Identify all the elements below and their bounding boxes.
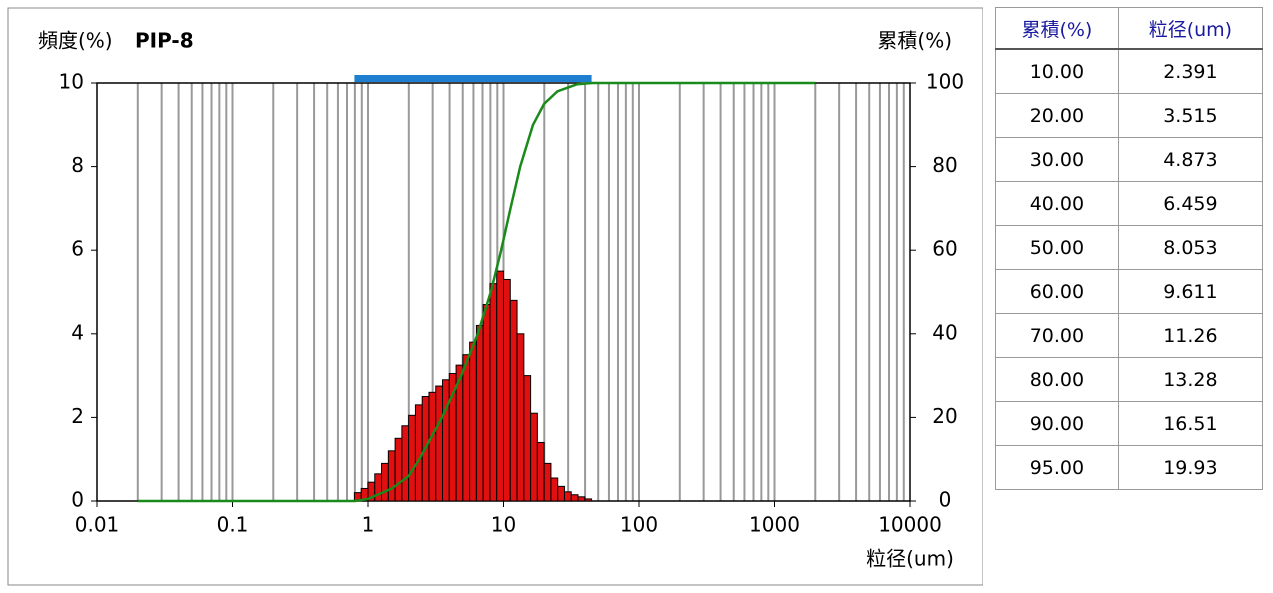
bar bbox=[584, 498, 593, 502]
bar bbox=[469, 341, 477, 502]
bar bbox=[408, 414, 416, 502]
bar bbox=[503, 278, 511, 502]
bar bbox=[489, 283, 498, 502]
table-row: 30.00 4.873 bbox=[995, 137, 1264, 182]
bar bbox=[414, 404, 423, 502]
y-tick-label: 4 bbox=[71, 320, 84, 344]
chart-title: PIP-8 bbox=[135, 29, 194, 53]
x-tick-label: 0.1 bbox=[217, 513, 249, 537]
bar bbox=[557, 485, 565, 502]
chart: 頻度(%) PIP-8 累積(%) 粒径(um) 024681002040608… bbox=[7, 7, 983, 586]
table-cell: 80.00 bbox=[995, 357, 1119, 402]
y-tick-label: 8 bbox=[71, 153, 84, 177]
y2-tick-label: 80 bbox=[932, 153, 957, 177]
bar bbox=[550, 477, 559, 502]
y2-tick-label: 40 bbox=[932, 320, 957, 344]
table-cell: 8.053 bbox=[1117, 225, 1264, 270]
table-row: 20.00 3.515 bbox=[995, 93, 1264, 138]
table-cell: 19.93 bbox=[1117, 445, 1264, 490]
y2-tick-label: 0 bbox=[939, 488, 952, 512]
table-cell: 11.26 bbox=[1117, 313, 1264, 358]
y-axis-label: 頻度(%) bbox=[38, 29, 113, 53]
y-tick-label: 0 bbox=[71, 488, 84, 512]
y2-axis-label: 累積(%) bbox=[877, 29, 952, 53]
bar bbox=[387, 450, 396, 502]
bar bbox=[523, 375, 532, 502]
bar bbox=[428, 391, 437, 502]
table-cell: 50.00 bbox=[995, 225, 1119, 270]
bar bbox=[475, 324, 484, 502]
table-cell: 3.515 bbox=[1117, 93, 1264, 138]
table-cell: 70.00 bbox=[995, 313, 1119, 358]
result-table: 累積(%) 粒径(um) 10.00 2.391 20.00 3.515 30.00 4.… bbox=[995, 7, 1264, 490]
table-cell: 16.51 bbox=[1117, 401, 1264, 446]
table-row: 50.00 8.053 bbox=[995, 225, 1264, 270]
y2-tick-label: 100 bbox=[926, 70, 964, 94]
bar bbox=[374, 473, 383, 502]
bar bbox=[462, 354, 471, 502]
x-tick-label: 1 bbox=[362, 513, 375, 537]
bar bbox=[570, 494, 579, 502]
x-tick-label: 10000 bbox=[878, 513, 942, 537]
range-bar bbox=[354, 75, 592, 82]
table-cell: 10.00 bbox=[995, 48, 1119, 94]
table-cell: 2.391 bbox=[1117, 48, 1264, 94]
table-row: 80.00 13.28 bbox=[995, 357, 1264, 402]
table-body: 10.00 2.391 20.00 3.515 30.00 4.873 40.00 6.459… bbox=[995, 48, 1264, 490]
bar bbox=[543, 462, 552, 502]
table-cell: 9.611 bbox=[1117, 269, 1264, 314]
table-cell: 95.00 bbox=[995, 445, 1119, 490]
bar bbox=[496, 270, 505, 502]
table-row: 95.00 19.93 bbox=[995, 445, 1264, 490]
bar bbox=[563, 491, 572, 502]
bar bbox=[435, 385, 444, 502]
table-cell: 20.00 bbox=[995, 93, 1119, 138]
x-tick-label: 1000 bbox=[749, 513, 800, 537]
bar bbox=[482, 304, 491, 502]
table-row: 60.00 9.611 bbox=[995, 269, 1264, 314]
header-cell: 粒径(um) bbox=[1117, 7, 1264, 50]
table-row: 90.00 16.51 bbox=[995, 401, 1264, 446]
cumulative-line bbox=[137, 81, 816, 503]
table-cell: 90.00 bbox=[995, 401, 1119, 446]
bar bbox=[394, 437, 403, 502]
y-tick-label: 6 bbox=[71, 237, 84, 261]
bar bbox=[509, 299, 518, 502]
table-cell: 6.459 bbox=[1117, 181, 1264, 226]
table-row: 70.00 11.26 bbox=[995, 313, 1264, 358]
table-row: 10.00 2.391 bbox=[995, 48, 1264, 94]
bar bbox=[401, 425, 410, 502]
bar bbox=[442, 379, 450, 502]
table-cell: 30.00 bbox=[995, 137, 1119, 182]
x-tick-label: 10 bbox=[491, 513, 516, 537]
table-cell: 40.00 bbox=[995, 181, 1119, 226]
bar bbox=[536, 441, 545, 502]
header-cell: 累積(%) bbox=[995, 7, 1119, 50]
bar bbox=[381, 462, 389, 502]
x-axis-label: 粒径(um) bbox=[866, 547, 954, 571]
bar bbox=[577, 496, 586, 502]
table-row: 40.00 6.459 bbox=[995, 181, 1264, 226]
table-cell: 4.873 bbox=[1117, 137, 1264, 182]
y2-tick-label: 60 bbox=[932, 237, 957, 261]
table-header: 累積(%) 粒径(um) bbox=[995, 7, 1264, 50]
y2-tick-label: 20 bbox=[932, 404, 957, 428]
y-tick-label: 10 bbox=[59, 70, 84, 94]
bar bbox=[530, 412, 538, 502]
bar bbox=[516, 333, 525, 502]
table-cell: 13.28 bbox=[1117, 357, 1264, 402]
y-tick-label: 2 bbox=[71, 404, 84, 428]
x-tick-label: 100 bbox=[620, 513, 658, 537]
table-cell: 60.00 bbox=[995, 269, 1119, 314]
x-tick-label: 0.01 bbox=[75, 513, 120, 537]
